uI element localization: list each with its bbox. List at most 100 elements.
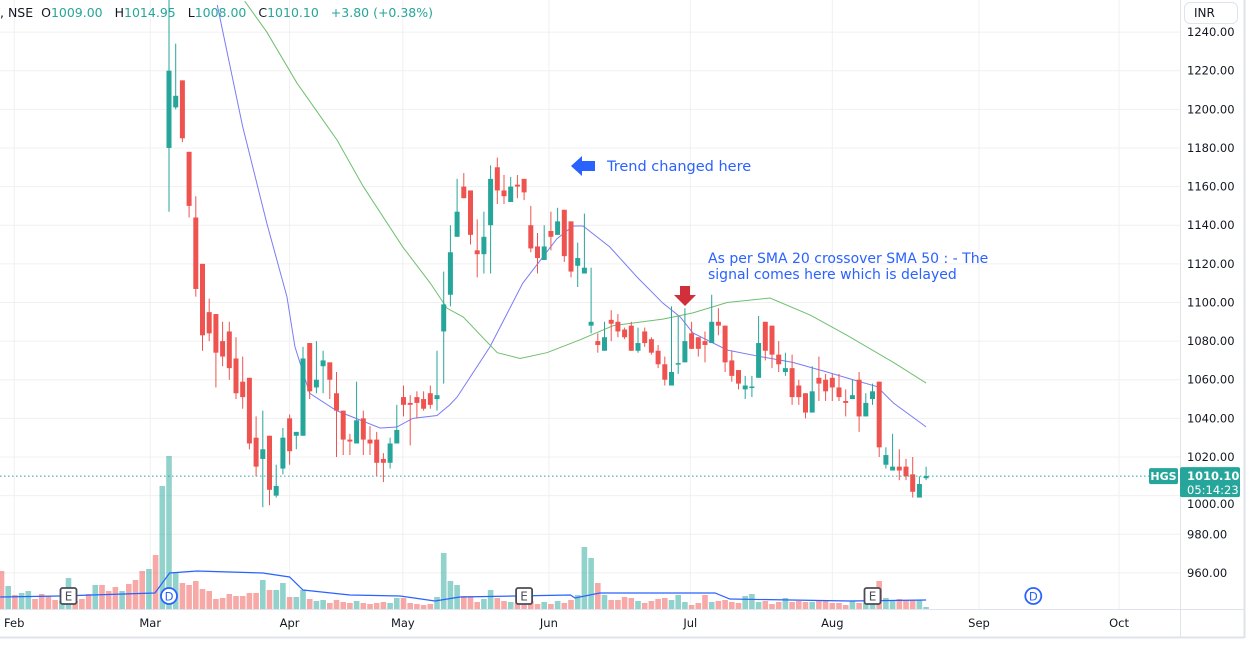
candle[interactable] [287, 414, 293, 465]
candle[interactable] [910, 456, 916, 498]
candle[interactable] [823, 373, 829, 401]
candle[interactable] [528, 205, 534, 253]
candle[interactable] [782, 352, 788, 376]
candle[interactable] [320, 350, 326, 394]
candle[interactable] [240, 356, 246, 409]
candle[interactable] [856, 372, 862, 432]
candle[interactable] [776, 341, 782, 373]
candle[interactable] [407, 395, 413, 446]
candle[interactable] [829, 373, 835, 401]
candle[interactable] [253, 416, 259, 477]
candle[interactable] [602, 321, 607, 351]
candle[interactable] [870, 383, 875, 405]
candle[interactable] [555, 207, 561, 235]
candle[interactable] [648, 337, 654, 355]
candle[interactable] [334, 372, 339, 457]
candle[interactable] [642, 327, 648, 347]
candle[interactable] [588, 267, 594, 334]
candle[interactable] [494, 157, 500, 204]
candle[interactable] [736, 370, 741, 390]
candle[interactable] [427, 385, 433, 409]
candle[interactable] [360, 410, 366, 456]
candle[interactable] [481, 211, 487, 274]
candle[interactable] [722, 325, 728, 373]
candle[interactable] [876, 381, 882, 457]
candle[interactable] [488, 165, 494, 274]
candle[interactable] [401, 385, 406, 417]
candle[interactable] [267, 435, 272, 506]
candle[interactable] [374, 431, 380, 477]
candle[interactable] [367, 426, 373, 456]
candle[interactable] [173, 43, 179, 110]
candle[interactable] [695, 337, 701, 357]
candle[interactable] [756, 315, 762, 378]
candle[interactable] [675, 315, 681, 374]
dividend-marker[interactable]: D [1024, 587, 1043, 605]
candle[interactable] [200, 263, 205, 351]
candle[interactable] [508, 176, 514, 203]
candle[interactable] [896, 449, 902, 481]
earnings-marker[interactable]: E [863, 587, 882, 605]
candle[interactable] [541, 225, 547, 260]
candle[interactable] [313, 341, 319, 394]
candle[interactable] [347, 433, 353, 456]
candle[interactable] [662, 356, 668, 386]
candle[interactable] [441, 271, 447, 384]
candle[interactable] [166, 0, 172, 212]
candle[interactable] [729, 350, 735, 382]
candle[interactable] [521, 178, 527, 201]
candle[interactable] [689, 321, 695, 349]
candle[interactable] [682, 308, 688, 363]
candle[interactable] [535, 232, 540, 274]
candle[interactable] [849, 379, 855, 400]
candle[interactable] [702, 331, 708, 363]
candle[interactable] [635, 327, 641, 353]
candle[interactable] [293, 431, 299, 450]
candle[interactable] [836, 373, 842, 401]
candle[interactable] [501, 174, 507, 204]
candle[interactable] [595, 333, 601, 353]
candle[interactable] [260, 410, 266, 508]
candle[interactable] [561, 209, 567, 262]
candle[interactable] [394, 404, 400, 444]
candle[interactable] [548, 211, 554, 251]
dividend-marker[interactable]: D [160, 587, 178, 605]
candle[interactable] [186, 151, 192, 218]
candle[interactable] [233, 337, 239, 400]
candle[interactable] [273, 464, 279, 498]
candle[interactable] [327, 362, 333, 400]
candle[interactable] [628, 321, 634, 351]
candle[interactable] [280, 428, 286, 475]
candle[interactable] [179, 80, 185, 143]
candle[interactable] [709, 294, 715, 344]
candle[interactable] [789, 354, 795, 405]
currency-button[interactable]: INR [1184, 2, 1238, 24]
candle[interactable] [468, 190, 473, 245]
candle[interactable] [809, 366, 815, 413]
candle[interactable] [434, 350, 440, 411]
candle[interactable] [380, 453, 386, 483]
candle[interactable] [340, 410, 346, 456]
candle[interactable] [193, 196, 199, 297]
candle[interactable] [206, 298, 212, 342]
candle[interactable] [575, 242, 581, 288]
candle[interactable] [226, 321, 232, 380]
candle[interactable] [414, 391, 420, 419]
candle[interactable] [863, 393, 869, 417]
candle[interactable] [213, 314, 219, 388]
candle[interactable] [421, 391, 427, 411]
candle[interactable] [447, 225, 453, 307]
candle[interactable] [742, 375, 748, 400]
candle[interactable] [843, 389, 849, 417]
candle[interactable] [387, 437, 393, 469]
candle[interactable] [246, 377, 252, 450]
candle[interactable] [916, 476, 922, 498]
candle[interactable] [300, 346, 306, 436]
candle[interactable] [903, 458, 909, 481]
candle[interactable] [883, 447, 889, 469]
candle[interactable] [608, 310, 614, 342]
candle[interactable] [923, 466, 929, 481]
candle[interactable] [581, 213, 587, 274]
candle[interactable] [354, 381, 360, 444]
